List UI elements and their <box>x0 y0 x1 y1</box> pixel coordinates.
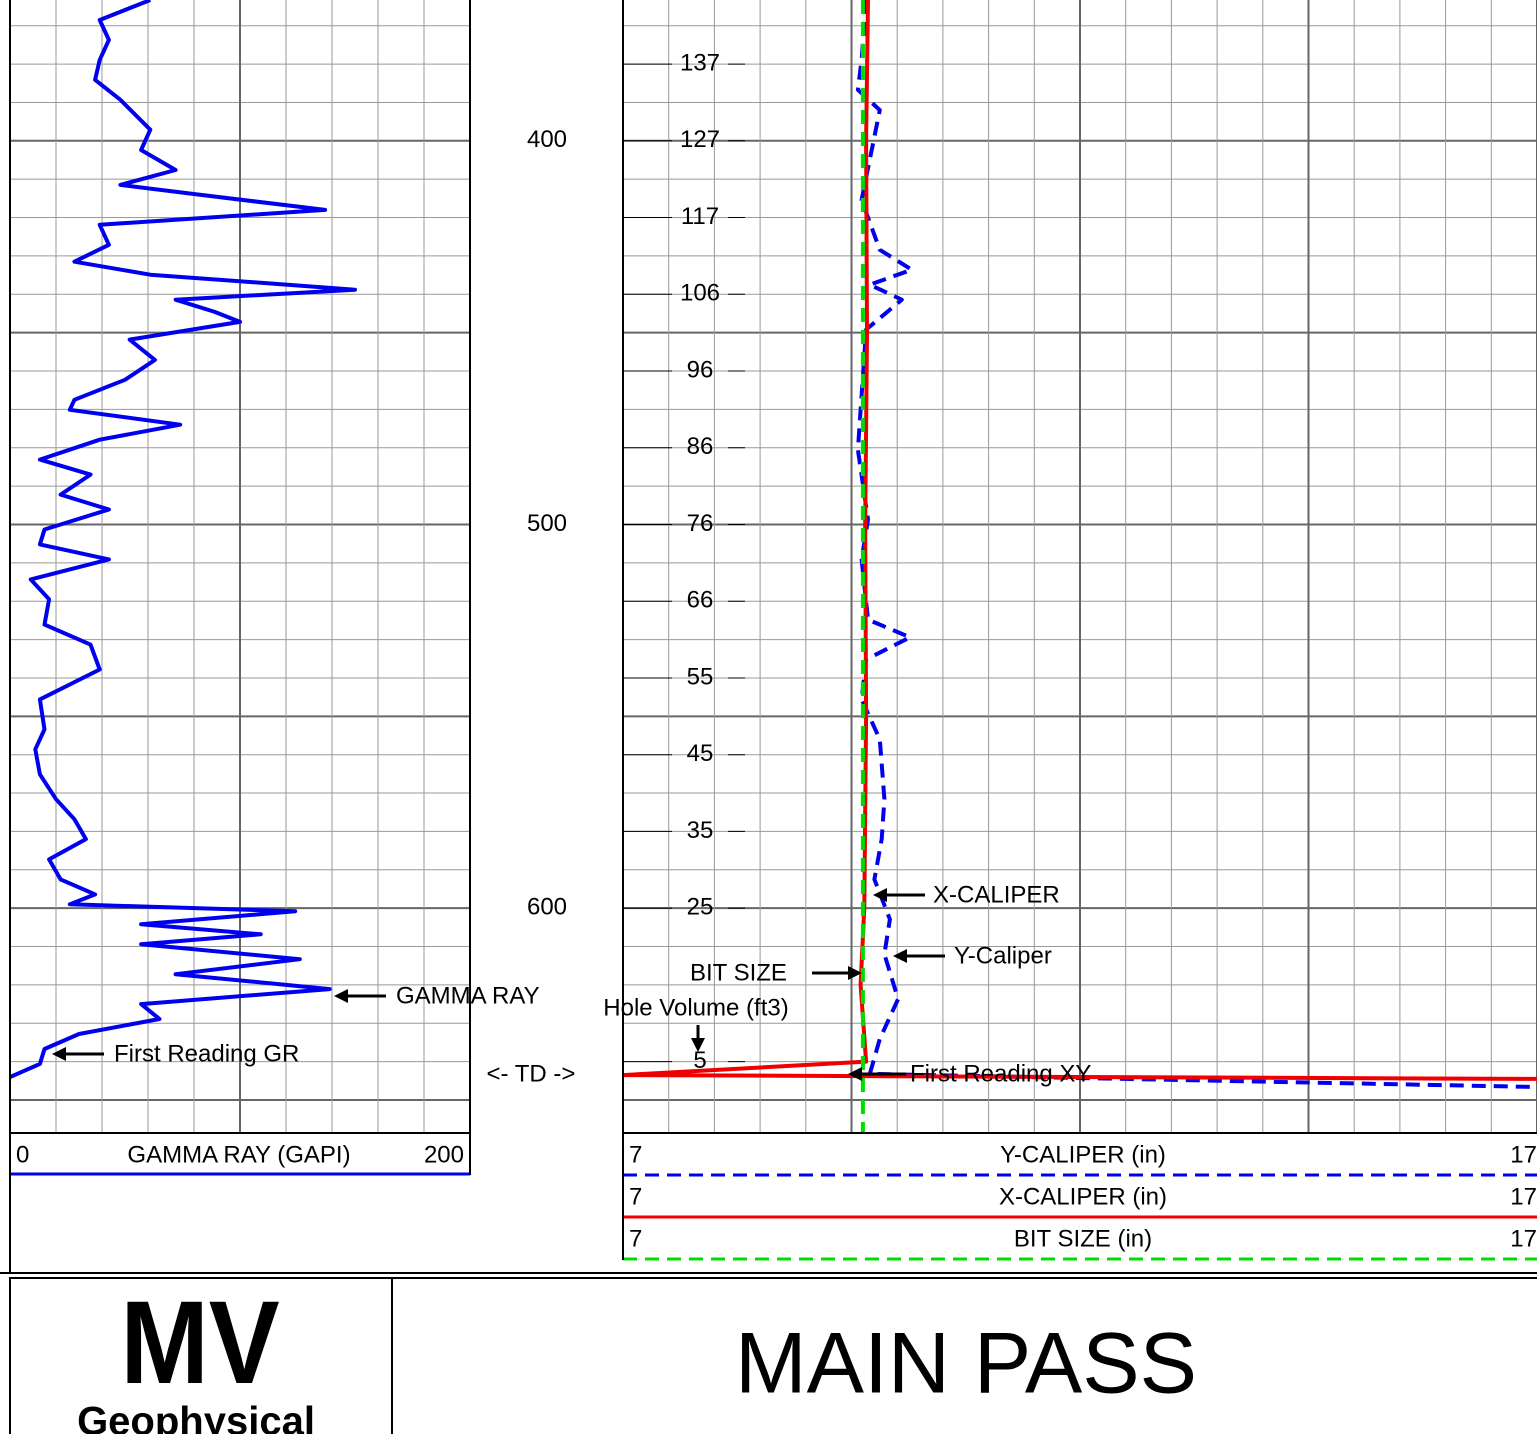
annotation: GAMMA RAY <box>396 982 540 1009</box>
legend-title: Y-CALIPER (in) <box>1000 1141 1166 1168</box>
legend-title: BIT SIZE (in) <box>1014 1225 1152 1252</box>
footer-title: MAIN PASS <box>735 1316 1197 1412</box>
depth-label: 400 <box>527 126 567 153</box>
legend-min: 7 <box>629 1183 642 1210</box>
arrows <box>52 888 945 1081</box>
curve <box>855 0 1537 1089</box>
annotation: Y-Caliper <box>954 942 1052 969</box>
legend-min: 7 <box>629 1141 642 1168</box>
legend-title: X-CALIPER (in) <box>999 1183 1167 1210</box>
depth-label: 500 <box>527 510 567 537</box>
volume-label: 35 <box>687 817 714 844</box>
logo-sub: Geophysical <box>77 1400 315 1434</box>
volume-label: 106 <box>680 280 720 307</box>
gr-min: 0 <box>16 1141 29 1168</box>
annotation: BIT SIZE <box>690 959 787 986</box>
volume-label: 55 <box>687 663 714 690</box>
annotation: First Reading XY <box>910 1060 1091 1087</box>
volume-label: 76 <box>687 510 714 537</box>
legend-max: 17 <box>1510 1225 1537 1252</box>
annotation: <- TD -> <box>487 1060 576 1087</box>
volume-label: 86 <box>687 433 714 460</box>
logo-main: MV <box>120 1276 279 1408</box>
volume-label: 96 <box>687 356 714 383</box>
grid <box>9 0 1537 1133</box>
annotation: X-CALIPER <box>933 881 1060 908</box>
volume-label: 5 <box>693 1047 706 1074</box>
volume-label: 45 <box>687 740 714 767</box>
curve <box>10 0 357 1079</box>
legend-max: 17 <box>1510 1141 1537 1168</box>
volume-label: 137 <box>680 49 720 76</box>
volume-label: 127 <box>680 126 720 153</box>
depth-label: 600 <box>527 894 567 921</box>
legend-max: 17 <box>1510 1183 1537 1210</box>
volume-label: 117 <box>681 203 719 230</box>
curves <box>10 0 1537 1133</box>
legend-min: 7 <box>629 1225 642 1252</box>
volume-label: 25 <box>687 894 714 921</box>
labels: 400 500 600 137 127 117 106 96 86 76 66 55 45 35 25 5 7 Y… <box>10 49 1537 1261</box>
gr-max: 200 <box>424 1141 464 1168</box>
curve <box>621 0 1537 1081</box>
volume-label: 66 <box>687 587 714 614</box>
gr-title: GAMMA RAY (GAPI) <box>127 1141 350 1168</box>
annotation: First Reading GR <box>114 1040 299 1067</box>
footer-box <box>9 1277 1537 1434</box>
hole-volume-title: Hole Volume (ft3) <box>603 994 788 1021</box>
